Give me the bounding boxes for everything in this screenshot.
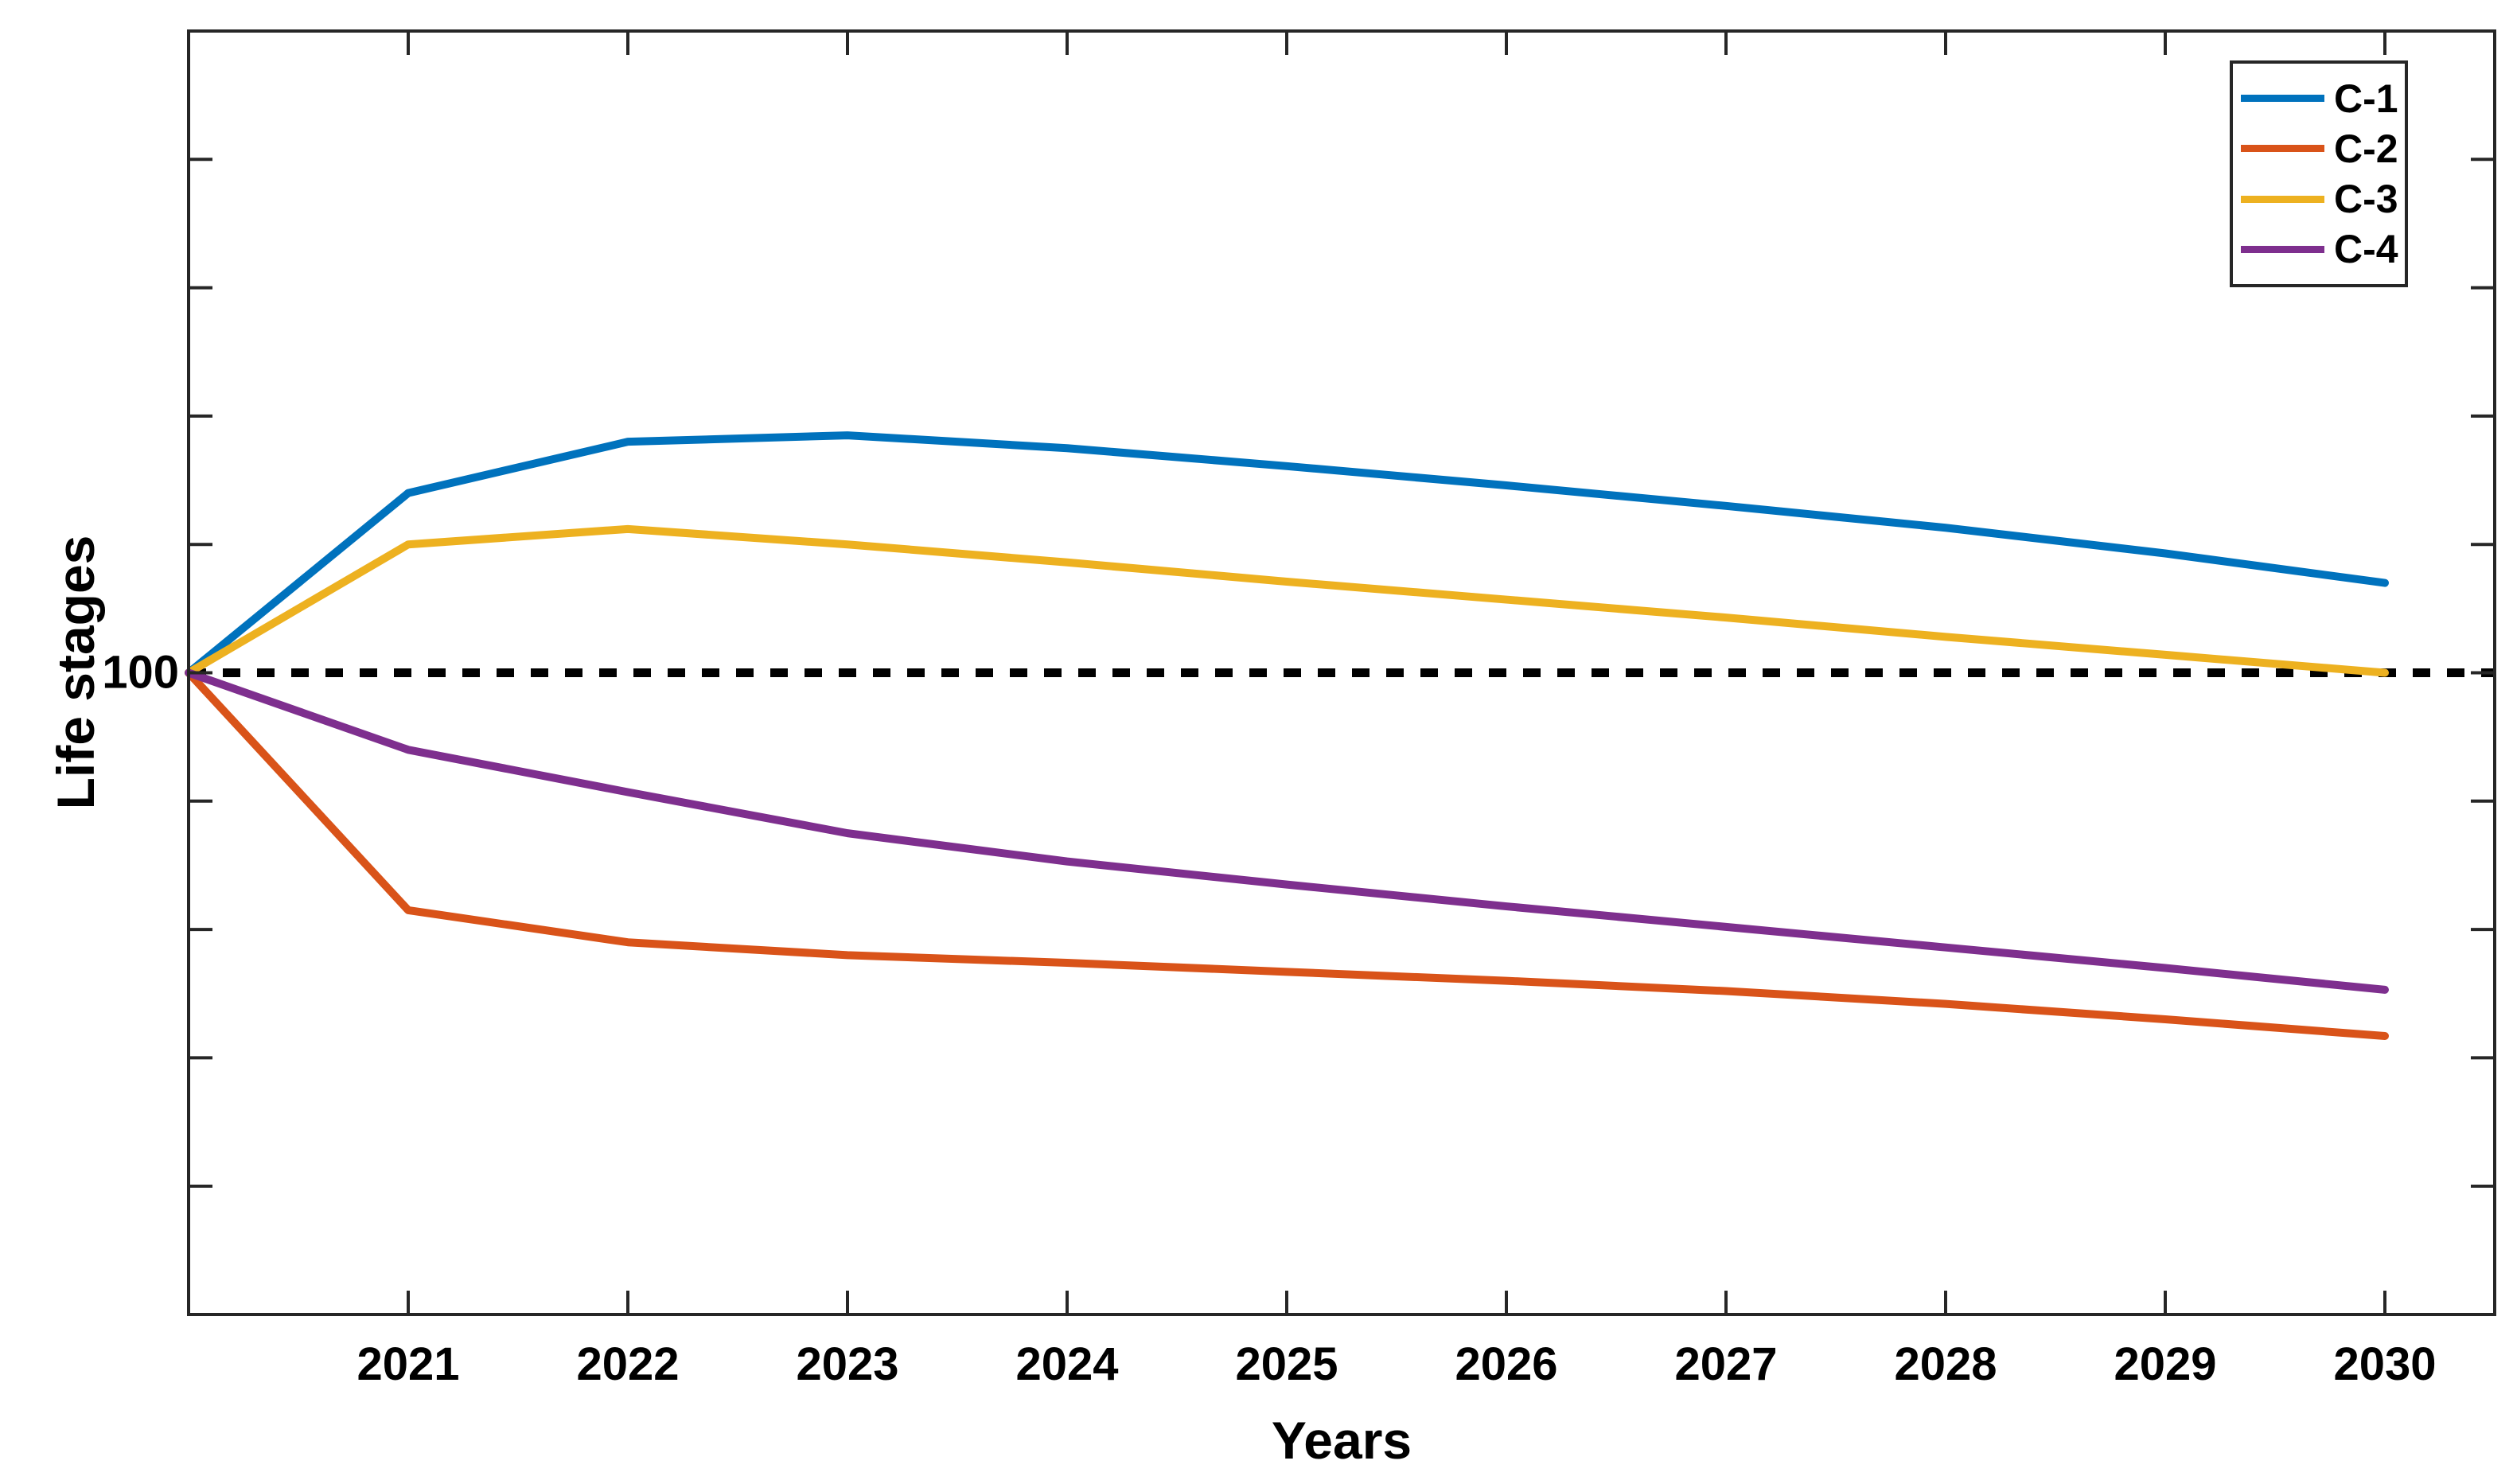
legend-line-sample-c3 [2241,195,2324,203]
x-tick-label: 2027 [1674,1338,1777,1390]
x-tick-label: 2028 [1894,1338,1997,1390]
legend-line-sample-c2 [2241,145,2324,153]
series-line-c-3 [185,524,2389,677]
x-tick-label: 2021 [356,1338,459,1390]
legend-label-c4: C-4 [2334,227,2398,272]
y-tick-label-100: 100 [102,646,179,699]
series-line-c-4 [185,668,2389,994]
series-line-c-1 [185,431,2389,677]
legend-row-c2: C-2 [2233,129,2405,169]
legend-line-sample-c4 [2241,245,2324,253]
x-tick-label: 2029 [2114,1338,2216,1390]
legend-line-sample-c1 [2241,95,2324,103]
x-tick-label: 2024 [1015,1338,1118,1390]
x-tick-label: 2022 [576,1338,679,1390]
legend-label-c1: C-1 [2334,76,2398,121]
x-tick-label: 2023 [796,1338,898,1390]
legend: C-1 C-2 C-3 C-4 [2230,60,2408,287]
legend-label-c2: C-2 [2334,126,2398,171]
x-tick-label: 2030 [2333,1338,2436,1390]
series-line-c-2 [185,668,2389,1040]
x-tick-label: 2026 [1455,1338,1557,1390]
x-tick-label: 2025 [1235,1338,1338,1390]
legend-row-c1: C-1 [2233,79,2405,119]
legend-label-c3: C-3 [2334,177,2398,222]
legend-row-c3: C-3 [2233,179,2405,219]
x-axis-label: Years [1271,1411,1412,1470]
legend-row-c4: C-4 [2233,229,2405,269]
